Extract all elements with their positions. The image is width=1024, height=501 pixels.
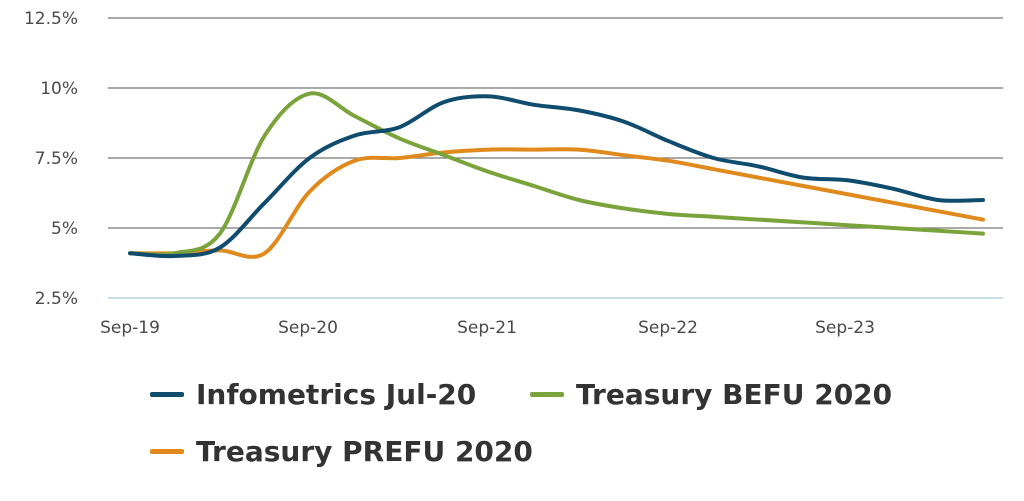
x-axis-tick-labels: Sep-19 Sep-20 Sep-21 Sep-22 Sep-23 bbox=[100, 318, 875, 338]
x-tick-label: Sep-23 bbox=[815, 318, 875, 338]
y-tick-label: 7.5% bbox=[35, 149, 78, 169]
gridlines bbox=[108, 17, 1003, 299]
y-tick-label: 12.5% bbox=[24, 9, 78, 29]
x-tick-label: Sep-20 bbox=[278, 318, 338, 338]
series-line-treasury-befu-2020 bbox=[128, 91, 985, 257]
x-tick-label: Sep-19 bbox=[100, 318, 160, 338]
y-tick-label: 5% bbox=[51, 219, 78, 239]
series-line-treasury-prefu-2020 bbox=[128, 147, 985, 259]
y-tick-label: 10% bbox=[40, 79, 78, 99]
series-lines bbox=[128, 91, 985, 259]
x-tick-label: Sep-22 bbox=[638, 318, 698, 338]
y-axis-tick-labels: 12.5% 10% 7.5% 5% 2.5% bbox=[24, 9, 78, 309]
y-tick-label: 2.5% bbox=[35, 289, 78, 309]
x-tick-label: Sep-21 bbox=[457, 318, 517, 338]
series-line-infometrics-jul-20 bbox=[128, 94, 985, 259]
